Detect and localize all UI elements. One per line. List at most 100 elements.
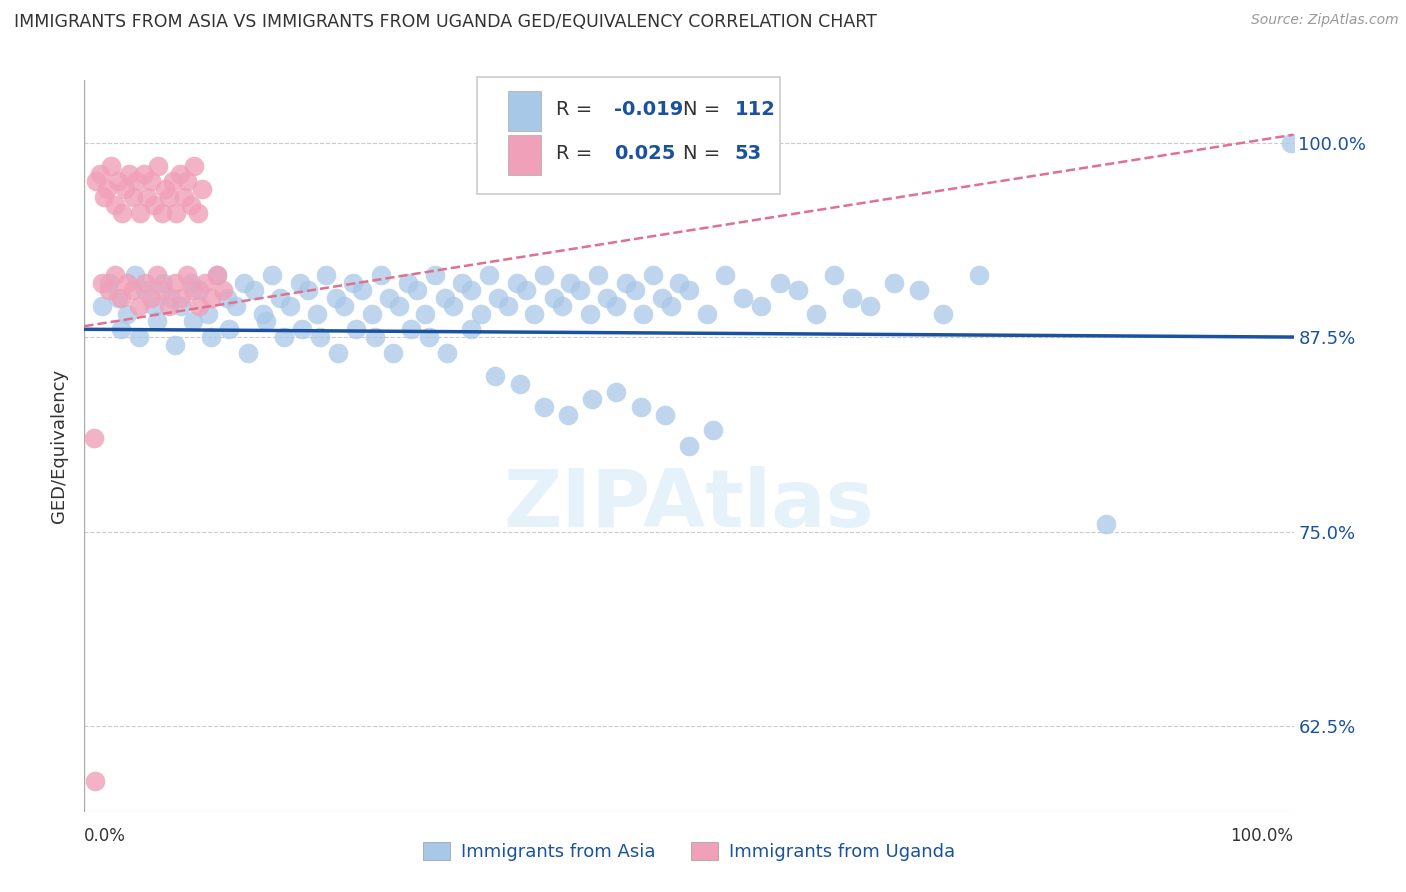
Point bbox=[252, 307, 274, 321]
Bar bbox=[508, 91, 541, 131]
Point bbox=[751, 299, 773, 313]
Point bbox=[97, 276, 120, 290]
Point bbox=[165, 205, 187, 219]
Point bbox=[181, 314, 204, 328]
Point bbox=[124, 268, 146, 282]
Y-axis label: GED/Equivalency: GED/Equivalency bbox=[51, 369, 69, 523]
Point bbox=[207, 268, 229, 282]
Point bbox=[659, 299, 682, 313]
Point bbox=[678, 284, 700, 298]
Point bbox=[118, 167, 141, 181]
Point bbox=[107, 174, 129, 188]
Point bbox=[152, 276, 174, 290]
Text: ZIPAtlas: ZIPAtlas bbox=[503, 466, 875, 543]
Point bbox=[352, 284, 374, 298]
Point bbox=[84, 773, 107, 788]
Point bbox=[560, 276, 582, 290]
Point bbox=[146, 159, 169, 173]
Point bbox=[415, 307, 437, 321]
Point bbox=[436, 345, 458, 359]
Text: IMMIGRANTS FROM ASIA VS IMMIGRANTS FROM UGANDA GED/EQUIVALENCY CORRELATION CHART: IMMIGRANTS FROM ASIA VS IMMIGRANTS FROM … bbox=[14, 13, 877, 31]
Point bbox=[588, 268, 610, 282]
Point bbox=[170, 299, 193, 313]
Point bbox=[107, 291, 129, 305]
Point bbox=[157, 299, 180, 313]
Point bbox=[804, 307, 827, 321]
Point bbox=[406, 284, 429, 298]
Point bbox=[218, 322, 240, 336]
Point bbox=[714, 268, 737, 282]
Text: R =: R = bbox=[555, 144, 599, 162]
Point bbox=[143, 198, 166, 212]
Point bbox=[233, 276, 256, 290]
Point bbox=[433, 291, 456, 305]
Point bbox=[89, 167, 111, 181]
Point bbox=[260, 268, 283, 282]
Point bbox=[278, 299, 301, 313]
Point bbox=[932, 307, 955, 321]
Point bbox=[288, 276, 311, 290]
Point bbox=[188, 299, 211, 313]
Point bbox=[128, 330, 150, 344]
Point bbox=[605, 299, 627, 313]
Point bbox=[225, 299, 247, 313]
Point bbox=[200, 291, 222, 305]
Point bbox=[197, 307, 219, 321]
Point bbox=[1095, 516, 1118, 531]
Point bbox=[169, 167, 191, 181]
Point bbox=[786, 284, 808, 298]
Point bbox=[242, 284, 264, 298]
Point bbox=[134, 276, 156, 290]
Point bbox=[515, 284, 537, 298]
Point bbox=[183, 159, 205, 173]
Text: N =: N = bbox=[683, 100, 727, 119]
Point bbox=[361, 307, 384, 321]
Point bbox=[315, 268, 337, 282]
Text: N =: N = bbox=[683, 144, 727, 162]
Point bbox=[823, 268, 845, 282]
Point bbox=[325, 291, 347, 305]
Point bbox=[450, 276, 472, 290]
Point bbox=[114, 182, 136, 196]
Point bbox=[363, 330, 385, 344]
Point bbox=[173, 190, 195, 204]
Point bbox=[215, 291, 238, 305]
Point bbox=[93, 190, 115, 204]
Point bbox=[115, 307, 138, 321]
Point bbox=[309, 330, 332, 344]
Point bbox=[146, 314, 169, 328]
Point bbox=[104, 198, 127, 212]
Point bbox=[883, 276, 905, 290]
Point bbox=[110, 322, 132, 336]
Point bbox=[187, 205, 209, 219]
Point bbox=[96, 182, 118, 196]
Point bbox=[139, 291, 162, 305]
Text: 112: 112 bbox=[735, 100, 776, 119]
Point bbox=[200, 330, 222, 344]
Bar bbox=[508, 136, 541, 176]
Point bbox=[623, 284, 645, 298]
Point bbox=[305, 307, 328, 321]
Point bbox=[631, 307, 654, 321]
Point bbox=[581, 392, 603, 407]
Point bbox=[569, 284, 592, 298]
Point bbox=[496, 299, 519, 313]
Point bbox=[110, 291, 132, 305]
Point bbox=[297, 284, 319, 298]
Point bbox=[91, 276, 114, 290]
Point bbox=[859, 299, 882, 313]
Point bbox=[129, 205, 152, 219]
Legend: Immigrants from Asia, Immigrants from Uganda: Immigrants from Asia, Immigrants from Ug… bbox=[415, 835, 963, 869]
Point bbox=[1279, 136, 1302, 150]
Point bbox=[578, 307, 600, 321]
Point bbox=[486, 291, 509, 305]
Point bbox=[478, 268, 501, 282]
Point bbox=[128, 299, 150, 313]
Point bbox=[342, 276, 364, 290]
Point bbox=[207, 268, 229, 282]
Point bbox=[378, 291, 401, 305]
Point bbox=[333, 299, 356, 313]
Point bbox=[484, 368, 506, 383]
Point bbox=[346, 322, 368, 336]
Point bbox=[180, 276, 202, 290]
